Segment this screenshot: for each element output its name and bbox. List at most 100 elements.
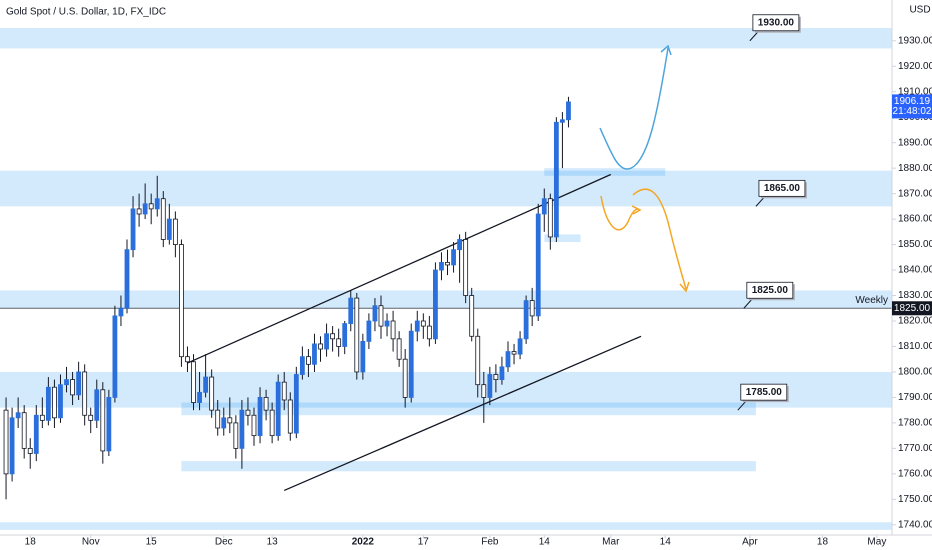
x-tick-label: May — [867, 537, 886, 548]
chart-title: Gold Spot / U.S. Dollar, 1D, FX_IDC — [6, 7, 166, 18]
candle-body — [517, 338, 523, 355]
trend-line — [283, 335, 642, 492]
zone — [181, 402, 756, 416]
candle-body — [88, 414, 94, 421]
callout-box — [758, 179, 806, 197]
x-tick-label: 17 — [418, 537, 430, 548]
projection-arrow — [600, 195, 641, 231]
callout-label: 1930.00 — [758, 17, 795, 28]
y-tick-label: 1780.00 — [898, 418, 932, 429]
x-tick-label: 14 — [660, 537, 672, 548]
candle-body — [457, 239, 463, 251]
candle-body — [257, 397, 263, 437]
candle-body — [27, 447, 33, 454]
candle-body — [426, 325, 432, 340]
arrow-head — [679, 281, 690, 293]
candle-body — [541, 198, 547, 215]
candle-body — [227, 417, 233, 424]
y-tick-label: 1920.00 — [898, 61, 932, 72]
x-tick-label: Dec — [215, 537, 233, 548]
candle-body — [221, 417, 227, 429]
candle-body — [511, 351, 517, 355]
x-tick-label: Mar — [602, 537, 620, 548]
y-tick-label: 1860.00 — [898, 214, 932, 225]
candle-body — [106, 397, 112, 452]
y-tick-label: 1800.00 — [898, 367, 932, 378]
candle-body — [130, 208, 136, 251]
candle-body — [499, 366, 505, 380]
candle-body — [39, 414, 45, 421]
zones — [0, 28, 892, 530]
x-tick-label: Apr — [742, 537, 758, 548]
arrow-head — [660, 44, 672, 56]
y-tick-label: 1760.00 — [898, 468, 932, 479]
candle-body — [336, 338, 342, 347]
y-tick-label: 1850.00 — [898, 239, 932, 250]
candle-body — [118, 307, 124, 317]
weekly-price-tag — [892, 301, 932, 316]
candle-body — [185, 356, 190, 363]
zone — [181, 461, 756, 472]
callout-box — [752, 14, 800, 32]
candle-body — [390, 320, 396, 340]
y-tick-label: 1930.00 — [898, 35, 932, 46]
trend-line — [187, 173, 612, 364]
projection-arrow — [599, 47, 669, 170]
zone — [544, 234, 581, 243]
x-tick-label: 2022 — [352, 537, 375, 548]
candle-body — [342, 323, 348, 347]
zone — [0, 522, 892, 530]
candle-body — [275, 381, 281, 437]
candle-body — [166, 218, 172, 240]
candle-body — [45, 386, 51, 421]
lines: Weekly — [0, 173, 892, 492]
candle-body — [203, 376, 209, 393]
candle-body — [408, 330, 414, 398]
y-tick-label: 1910.00 — [898, 86, 932, 97]
candle-body — [233, 422, 239, 449]
y-tick-label: 1890.00 — [898, 137, 932, 148]
candle-body — [348, 297, 354, 324]
candle-body — [547, 198, 553, 238]
callout-box — [746, 281, 794, 299]
zone — [0, 290, 892, 309]
candle-body — [523, 300, 529, 340]
candle-body — [475, 335, 481, 386]
candle-body — [463, 239, 469, 296]
candle-body — [124, 249, 130, 309]
x-tick-label: 14 — [539, 537, 551, 548]
candle-body — [3, 409, 9, 475]
candle-body — [209, 376, 215, 411]
candle-body — [481, 384, 487, 398]
y-tick-label: 1880.00 — [898, 163, 932, 174]
y-tick-label: 1740.00 — [898, 519, 932, 530]
y-tick-label: 1830.00 — [898, 290, 932, 301]
zone — [544, 168, 666, 176]
y-tick-label: 1840.00 — [898, 265, 932, 276]
candle-body — [451, 249, 456, 266]
x-tick-label: 15 — [146, 537, 158, 548]
candle-body — [70, 379, 75, 396]
y-tick-label: 1810.00 — [898, 341, 932, 352]
candle-body — [420, 320, 426, 327]
arrow-head — [631, 205, 642, 215]
candle-body — [191, 361, 196, 403]
candle-body — [402, 358, 408, 398]
candle-body — [179, 244, 184, 358]
y-tick-label: 1770.00 — [898, 443, 932, 454]
candle-body — [445, 262, 450, 266]
candle-body — [378, 305, 384, 327]
overlay: 1930.00 1865.00 1825.00 1785.00 — [599, 14, 807, 411]
candle-body — [372, 305, 378, 322]
callout-label: 1785.00 — [746, 387, 783, 398]
axes: 1740.00 1750.00 1760.00 1770.00 1780.00 1790.… — [25, 35, 932, 548]
x-tick-label: Nov — [82, 537, 100, 548]
candle-body — [324, 333, 329, 350]
candle-body — [64, 379, 69, 386]
candle-body — [269, 409, 275, 437]
y-tick-label: 1790.00 — [898, 392, 932, 403]
candle-body — [82, 371, 88, 416]
candle-body — [293, 374, 299, 434]
candle-body — [384, 320, 390, 327]
